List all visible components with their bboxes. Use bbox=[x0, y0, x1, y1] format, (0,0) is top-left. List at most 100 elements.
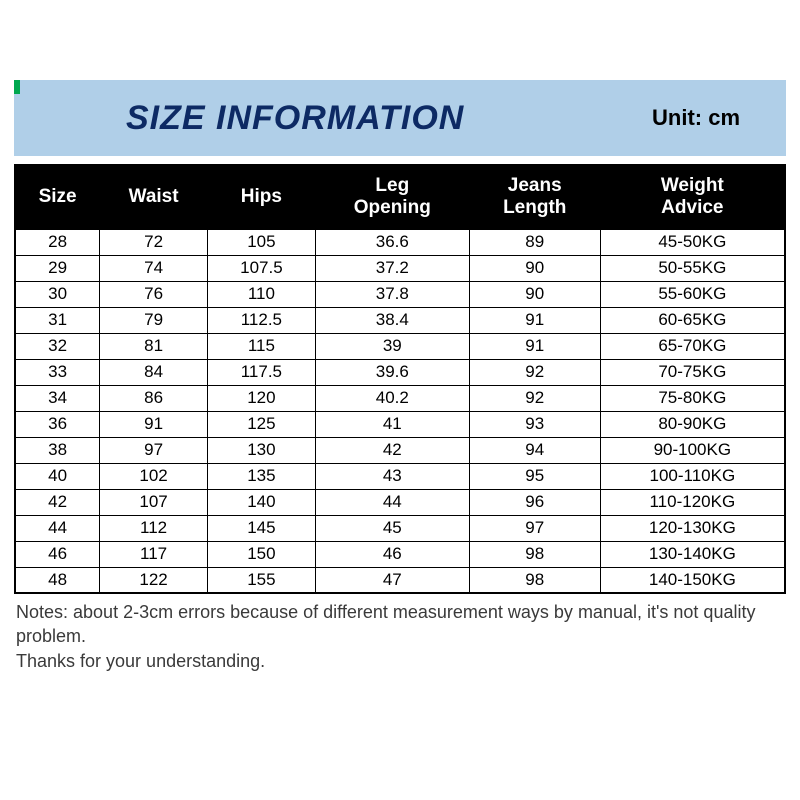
table-cell: 100-110KG bbox=[600, 463, 785, 489]
table-cell: 42 bbox=[315, 437, 469, 463]
table-cell: 29 bbox=[15, 255, 100, 281]
table-row: 287210536.68945-50KG bbox=[15, 229, 785, 255]
table-cell: 120 bbox=[207, 385, 315, 411]
table-cell: 81 bbox=[100, 333, 208, 359]
table-cell: 95 bbox=[469, 463, 600, 489]
table-cell: 32 bbox=[15, 333, 100, 359]
table-cell: 38 bbox=[15, 437, 100, 463]
notes-line-2: Thanks for your understanding. bbox=[16, 649, 784, 673]
table-cell: 97 bbox=[100, 437, 208, 463]
banner-accent bbox=[14, 80, 20, 94]
table-cell: 80-90KG bbox=[600, 411, 785, 437]
table-cell: 92 bbox=[469, 385, 600, 411]
table-cell: 140-150KG bbox=[600, 567, 785, 593]
table-cell: 70-75KG bbox=[600, 359, 785, 385]
table-cell: 41 bbox=[315, 411, 469, 437]
notes-line-1: Notes: about 2-3cm errors because of dif… bbox=[16, 600, 784, 649]
table-cell: 46 bbox=[315, 541, 469, 567]
table-cell: 43 bbox=[315, 463, 469, 489]
table-cell: 117.5 bbox=[207, 359, 315, 385]
table-cell: 44 bbox=[315, 489, 469, 515]
table-cell: 98 bbox=[469, 541, 600, 567]
table-row: 2974107.537.29050-55KG bbox=[15, 255, 785, 281]
table-cell: 89 bbox=[469, 229, 600, 255]
size-chart-card: SIZE INFORMATION Unit: cm SizeWaistHipsL… bbox=[0, 0, 800, 800]
col-header: WeightAdvice bbox=[600, 165, 785, 229]
table-cell: 98 bbox=[469, 567, 600, 593]
table-cell: 75-80KG bbox=[600, 385, 785, 411]
table-cell: 105 bbox=[207, 229, 315, 255]
table-cell: 110-120KG bbox=[600, 489, 785, 515]
table-cell: 130 bbox=[207, 437, 315, 463]
size-table-head: SizeWaistHipsLegOpeningJeansLengthWeight… bbox=[15, 165, 785, 229]
table-cell: 86 bbox=[100, 385, 208, 411]
table-cell: 84 bbox=[100, 359, 208, 385]
table-cell: 60-65KG bbox=[600, 307, 785, 333]
col-header: LegOpening bbox=[315, 165, 469, 229]
table-cell: 50-55KG bbox=[600, 255, 785, 281]
table-row: 348612040.29275-80KG bbox=[15, 385, 785, 411]
table-cell: 155 bbox=[207, 567, 315, 593]
table-cell: 36.6 bbox=[315, 229, 469, 255]
col-header: JeansLength bbox=[469, 165, 600, 229]
table-cell: 42 bbox=[15, 489, 100, 515]
table-cell: 38.4 bbox=[315, 307, 469, 333]
table-cell: 90 bbox=[469, 255, 600, 281]
table-cell: 28 bbox=[15, 229, 100, 255]
table-cell: 47 bbox=[315, 567, 469, 593]
table-row: 307611037.89055-60KG bbox=[15, 281, 785, 307]
table-row: 481221554798140-150KG bbox=[15, 567, 785, 593]
table-cell: 76 bbox=[100, 281, 208, 307]
table-cell: 37.2 bbox=[315, 255, 469, 281]
table-cell: 40 bbox=[15, 463, 100, 489]
col-header: Size bbox=[15, 165, 100, 229]
table-cell: 91 bbox=[469, 307, 600, 333]
table-cell: 30 bbox=[15, 281, 100, 307]
table-cell: 135 bbox=[207, 463, 315, 489]
table-cell: 125 bbox=[207, 411, 315, 437]
table-row: 3691125419380-90KG bbox=[15, 411, 785, 437]
table-cell: 74 bbox=[100, 255, 208, 281]
table-cell: 39 bbox=[315, 333, 469, 359]
table-cell: 112.5 bbox=[207, 307, 315, 333]
table-cell: 145 bbox=[207, 515, 315, 541]
size-table-header-row: SizeWaistHipsLegOpeningJeansLengthWeight… bbox=[15, 165, 785, 229]
table-cell: 72 bbox=[100, 229, 208, 255]
table-cell: 37.8 bbox=[315, 281, 469, 307]
table-cell: 33 bbox=[15, 359, 100, 385]
table-cell: 110 bbox=[207, 281, 315, 307]
table-cell: 97 bbox=[469, 515, 600, 541]
table-row: 461171504698130-140KG bbox=[15, 541, 785, 567]
table-cell: 93 bbox=[469, 411, 600, 437]
table-cell: 36 bbox=[15, 411, 100, 437]
table-cell: 48 bbox=[15, 567, 100, 593]
table-cell: 44 bbox=[15, 515, 100, 541]
notes-block: Notes: about 2-3cm errors because of dif… bbox=[14, 600, 786, 673]
table-cell: 122 bbox=[100, 567, 208, 593]
table-cell: 90 bbox=[469, 281, 600, 307]
table-cell: 140 bbox=[207, 489, 315, 515]
table-cell: 112 bbox=[100, 515, 208, 541]
table-cell: 90-100KG bbox=[600, 437, 785, 463]
table-cell: 94 bbox=[469, 437, 600, 463]
table-cell: 79 bbox=[100, 307, 208, 333]
col-header: Waist bbox=[100, 165, 208, 229]
table-cell: 45-50KG bbox=[600, 229, 785, 255]
size-table: SizeWaistHipsLegOpeningJeansLengthWeight… bbox=[14, 164, 786, 594]
table-cell: 65-70KG bbox=[600, 333, 785, 359]
table-cell: 39.6 bbox=[315, 359, 469, 385]
banner-unit-label: Unit: cm bbox=[652, 105, 740, 131]
table-row: 3897130429490-100KG bbox=[15, 437, 785, 463]
table-cell: 130-140KG bbox=[600, 541, 785, 567]
table-row: 3179112.538.49160-65KG bbox=[15, 307, 785, 333]
table-cell: 150 bbox=[207, 541, 315, 567]
table-cell: 34 bbox=[15, 385, 100, 411]
table-cell: 107.5 bbox=[207, 255, 315, 281]
table-row: 401021354395100-110KG bbox=[15, 463, 785, 489]
table-row: 3281115399165-70KG bbox=[15, 333, 785, 359]
table-cell: 120-130KG bbox=[600, 515, 785, 541]
table-row: 421071404496110-120KG bbox=[15, 489, 785, 515]
table-cell: 92 bbox=[469, 359, 600, 385]
size-table-body: 287210536.68945-50KG2974107.537.29050-55… bbox=[15, 229, 785, 593]
table-cell: 115 bbox=[207, 333, 315, 359]
